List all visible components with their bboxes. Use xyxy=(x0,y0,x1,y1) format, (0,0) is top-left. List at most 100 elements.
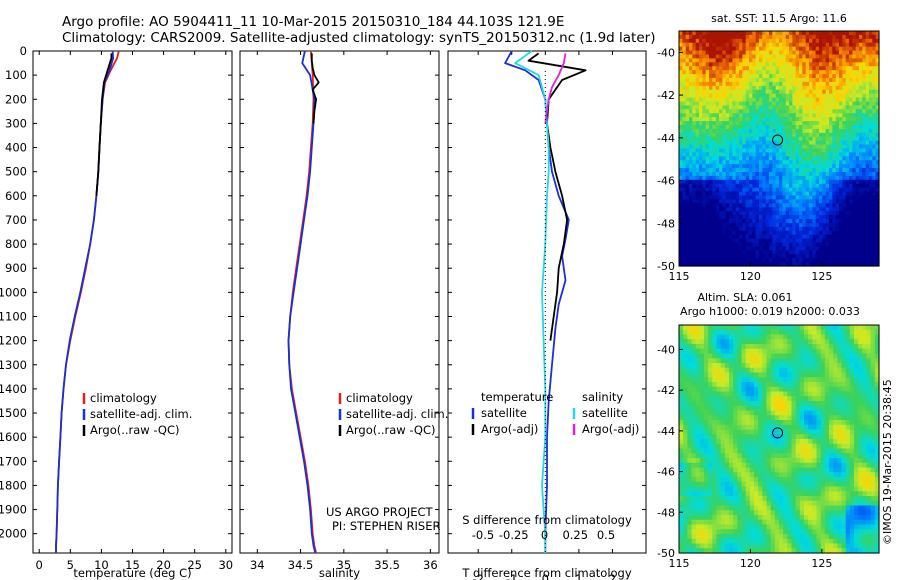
p-sst-cell xyxy=(745,109,750,114)
p-sst-cell xyxy=(755,148,760,154)
p-sst-cell xyxy=(835,117,840,122)
p-sst-cell xyxy=(815,219,820,224)
p-sst-cell xyxy=(705,34,710,40)
p-sla-cell xyxy=(745,429,751,435)
p-sst-cell xyxy=(695,160,700,165)
p-sst-cell xyxy=(709,168,713,173)
p-sst-cell xyxy=(795,38,800,44)
p-sst-cell xyxy=(859,58,863,63)
p-sst-cell xyxy=(839,152,843,157)
p-sst-cell xyxy=(769,195,773,201)
p-sla-cell xyxy=(774,382,780,388)
p-sst-cell xyxy=(749,254,753,259)
p-sst-cell xyxy=(785,144,790,150)
p-sst-cell xyxy=(735,50,740,56)
p-sst-cell xyxy=(769,164,773,169)
p-sst-cell xyxy=(682,97,687,103)
p-sla-cell xyxy=(820,401,826,407)
p-sst-cell xyxy=(759,262,763,267)
p-sst-cell xyxy=(849,187,853,193)
p-sst-cell xyxy=(855,238,860,244)
p-sst-cell xyxy=(835,105,840,110)
p-sst-cell xyxy=(819,242,823,248)
p-sst-cell xyxy=(679,238,683,244)
p-sst-cell xyxy=(702,207,707,212)
p-sst-cell xyxy=(852,62,857,67)
p-sst-cell xyxy=(792,70,797,75)
p-sst-cell xyxy=(782,128,787,134)
p-sst-cell xyxy=(802,215,807,220)
p-sla-cell xyxy=(733,325,738,331)
p-sst-cell xyxy=(799,109,803,114)
p-sst-cell xyxy=(752,258,757,263)
p-sst-cell xyxy=(742,81,747,87)
p-sst-cell xyxy=(702,211,707,216)
p-sst-cell xyxy=(859,50,863,56)
p-sst-cell xyxy=(712,164,717,169)
p-sst-cell xyxy=(849,242,853,248)
p-sst-cell xyxy=(709,117,713,122)
p-sst-cell xyxy=(722,54,727,60)
p-sst-cell xyxy=(705,258,710,263)
p-sst-cell xyxy=(822,117,827,122)
p-sla-cell xyxy=(770,424,776,431)
p-sst-cell xyxy=(775,262,780,267)
p-sst-cell xyxy=(795,246,800,251)
p-sla-cell xyxy=(804,420,809,426)
p-sst-cell xyxy=(785,242,790,248)
p-sst-cell xyxy=(775,211,780,216)
p-sla-cell xyxy=(808,348,813,355)
p-sst-cell xyxy=(862,34,867,40)
p-sst-cell xyxy=(762,144,767,150)
p-sst-cell xyxy=(692,187,697,193)
p-sst-cell xyxy=(859,246,863,251)
p-sst-cell xyxy=(759,168,763,173)
p-sst-cell xyxy=(832,164,837,169)
p-sst-cell xyxy=(785,81,790,87)
p-sst-cell xyxy=(692,121,697,126)
p-sst-cell xyxy=(745,179,750,185)
p-sla-cell xyxy=(749,358,755,364)
p-sst-cell xyxy=(682,62,687,67)
p-sst-cell xyxy=(792,140,797,146)
xtick-label: 36 xyxy=(423,558,438,572)
p-sst-cell xyxy=(795,85,800,91)
p-sst-cell xyxy=(832,50,837,56)
project-label: US ARGO PROJECT xyxy=(326,505,434,519)
p-sst-cell xyxy=(792,117,797,122)
p-sst-cell xyxy=(752,62,757,67)
p-sst-cell xyxy=(809,215,813,220)
p-sla-cell xyxy=(854,377,859,383)
p-sst-cell xyxy=(765,148,770,154)
p-sst-cell xyxy=(692,70,697,75)
p-sst-cell xyxy=(735,156,740,161)
map-ytick-label: -42 xyxy=(657,89,675,102)
p-sst-cell xyxy=(705,132,710,138)
p-sla-cell xyxy=(683,339,688,345)
p-sst-cell xyxy=(802,31,807,36)
p-sst-cell xyxy=(835,215,840,220)
p-sst-cell xyxy=(732,85,737,91)
p-sst-cell xyxy=(742,50,747,56)
p-sst-cell xyxy=(782,113,787,118)
p-sst-cell xyxy=(822,62,827,67)
p-sst-cell xyxy=(725,125,730,130)
p-sst-cell xyxy=(685,125,690,130)
p-sla-cell xyxy=(745,424,751,431)
p-sst-cell xyxy=(869,81,873,87)
p-sla-cell xyxy=(687,391,693,397)
p-sst-cell xyxy=(759,93,763,99)
p-sst-cell xyxy=(775,175,780,181)
p-sst-cell xyxy=(702,242,707,248)
p-sst-cell xyxy=(739,31,743,36)
p-sst-cell xyxy=(825,128,830,134)
p-sla-cell xyxy=(779,415,784,421)
p-sst-cell xyxy=(872,203,877,208)
p-sst-cell xyxy=(855,38,860,44)
p-sst-cell xyxy=(759,74,763,79)
p-sst-cell xyxy=(769,246,773,251)
p-sst-cell xyxy=(782,152,787,157)
p-sst-cell xyxy=(682,254,687,259)
p-sst-cell xyxy=(682,195,687,201)
p-sst-cell xyxy=(789,62,793,67)
